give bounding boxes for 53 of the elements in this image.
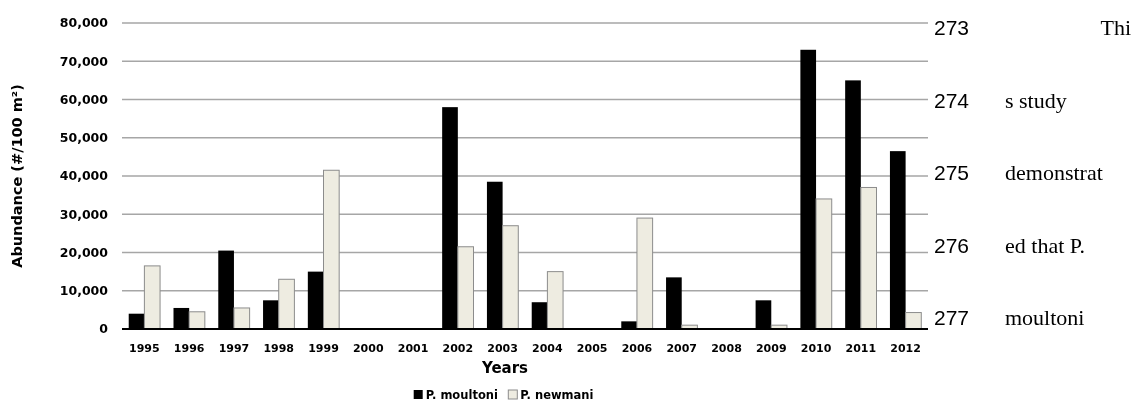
text: s study: [1005, 87, 1067, 113]
bar: [188, 311, 206, 330]
x-tick-label: 1999: [308, 342, 339, 355]
x-tick-label: 2009: [755, 342, 787, 355]
x-tick-label: 2002: [442, 342, 474, 355]
x-tick-label: 1998: [263, 342, 295, 355]
bar: [457, 246, 475, 330]
text: 274: [934, 88, 970, 112]
text: 277: [934, 306, 970, 330]
y-tick-label: 0: [99, 321, 109, 337]
bar: [546, 271, 564, 330]
x-axis-title: Years: [480, 359, 529, 377]
x-tick-label: 2005: [576, 342, 608, 355]
x-tick-label: 2012: [890, 342, 921, 355]
bar: [636, 217, 654, 330]
bar: [502, 225, 519, 330]
bar: [905, 312, 922, 330]
text: 276: [934, 233, 970, 257]
y-axis-title: Abundance (#/100 m²): [9, 84, 25, 268]
x-tick-label: 2010: [800, 342, 832, 355]
y-tick-label: 70,000: [59, 53, 109, 69]
text: demonstrat: [1005, 160, 1103, 186]
text: 275: [934, 161, 970, 185]
x-tick-label: 2006: [621, 342, 653, 355]
y-tick-label: 40,000: [59, 168, 109, 184]
x-tick-label: 2001: [397, 342, 429, 355]
x-tick-label: 1995: [129, 342, 160, 355]
x-tick-label: 2011: [845, 342, 877, 355]
x-tick-label: 1997: [218, 342, 250, 355]
y-tick-label: 50,000: [59, 130, 109, 146]
legend-label: P. moultoni: [425, 388, 498, 402]
text: Thi: [1100, 15, 1131, 40]
x-tick-label: 2007: [666, 342, 698, 355]
y-tick-label: 80,000: [59, 15, 109, 31]
x-tick-label: 2003: [487, 342, 518, 355]
y-tick-label: 10,000: [59, 283, 109, 299]
legend-label: P. newmani: [520, 388, 594, 402]
x-tick-label: 2008: [711, 342, 742, 355]
y-tick-label: 60,000: [59, 91, 109, 107]
x-tick-label: 1996: [173, 342, 205, 355]
bar: [143, 265, 161, 330]
x-tick-label: 2004: [532, 342, 564, 355]
text: moultoni: [1005, 305, 1085, 331]
x-tick-label: 2000: [352, 342, 384, 355]
y-tick-label: 30,000: [59, 206, 109, 222]
bar: [860, 186, 878, 330]
bar: [233, 307, 251, 330]
bar: [278, 278, 295, 330]
bar: [815, 198, 833, 330]
y-tick-label: 20,000: [59, 244, 109, 260]
text: ed that P.: [1005, 232, 1086, 258]
text: 273: [934, 16, 970, 39]
bar: [323, 169, 340, 330]
